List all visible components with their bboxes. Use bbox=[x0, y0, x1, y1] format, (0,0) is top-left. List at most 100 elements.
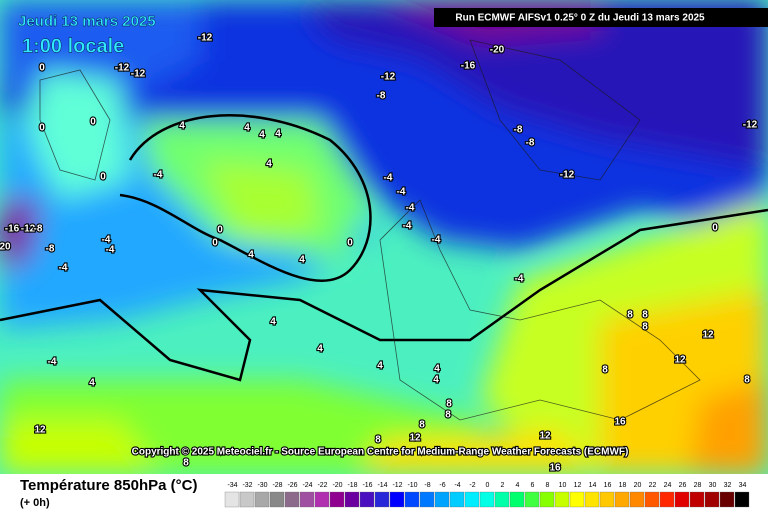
scale-swatch bbox=[224, 491, 240, 508]
scale-swatch bbox=[434, 491, 450, 508]
contour-label: -4 bbox=[403, 221, 412, 232]
contour-label: 16 bbox=[614, 417, 626, 428]
contour-label: 8 bbox=[627, 310, 633, 321]
contour-label: 12 bbox=[409, 433, 421, 444]
scale-swatch bbox=[629, 491, 645, 508]
scale-label: 28 bbox=[694, 482, 702, 489]
scale-label: 2 bbox=[501, 482, 505, 489]
scale-swatch bbox=[449, 491, 465, 508]
scale-label: 0 bbox=[486, 482, 490, 489]
contour-label: 4 bbox=[299, 255, 305, 266]
contour-label: -4 bbox=[432, 235, 441, 246]
scale-swatch bbox=[584, 491, 600, 508]
run-box bbox=[434, 8, 768, 27]
contour-label: 20 bbox=[0, 242, 11, 253]
contour-label: -12 bbox=[198, 33, 213, 44]
scale-label: 16 bbox=[604, 482, 612, 489]
copyright: Copyright © 2025 Meteociel.fr - Source E… bbox=[132, 447, 629, 458]
scale-label: 18 bbox=[619, 482, 627, 489]
contour-label: 4 bbox=[89, 378, 95, 389]
scale-swatch bbox=[389, 491, 405, 508]
contour-label: -4 bbox=[406, 203, 415, 214]
scale-swatch bbox=[269, 491, 285, 508]
contour-label: -12 bbox=[381, 72, 396, 83]
contour-label: -4 bbox=[59, 263, 68, 274]
scale-swatch bbox=[404, 491, 420, 508]
contour-label: 0 bbox=[90, 117, 96, 128]
scale-swatch bbox=[239, 491, 255, 508]
scale-swatch bbox=[509, 491, 525, 508]
contour-label: 4 bbox=[248, 250, 254, 261]
contour-label: -8 bbox=[377, 91, 386, 102]
contour-label: -16 bbox=[5, 224, 20, 235]
scale-label: -6 bbox=[439, 482, 445, 489]
contour-label: 4 bbox=[244, 123, 250, 134]
scale-label: -22 bbox=[317, 482, 327, 489]
contour-label: 8 bbox=[183, 458, 189, 469]
scale-swatch bbox=[539, 491, 555, 508]
map-background bbox=[0, 0, 768, 474]
scale-label: -8 bbox=[424, 482, 430, 489]
scale-label: -24 bbox=[302, 482, 312, 489]
scale-swatch bbox=[659, 491, 675, 508]
contour-label: 4 bbox=[434, 364, 440, 375]
contour-label: 8 bbox=[642, 310, 648, 321]
contour-label: -4 bbox=[154, 170, 163, 181]
scale-label: 24 bbox=[664, 482, 672, 489]
scale-label: 32 bbox=[724, 482, 732, 489]
scale-label: 26 bbox=[679, 482, 687, 489]
scale-label: -18 bbox=[347, 482, 357, 489]
contour-label: 0 bbox=[100, 172, 106, 183]
contour-label: -4 bbox=[102, 235, 111, 246]
contour-label: -4 bbox=[515, 274, 524, 285]
scale-label: 22 bbox=[649, 482, 657, 489]
contour-label: 8 bbox=[602, 365, 608, 376]
contour-label: -8 bbox=[34, 224, 43, 235]
scale-swatch bbox=[719, 491, 735, 508]
scale-label: -20 bbox=[332, 482, 342, 489]
contour-label: 4 bbox=[377, 361, 383, 372]
contour-label: 8 bbox=[445, 410, 451, 421]
scale-label: 10 bbox=[559, 482, 567, 489]
scale-label: -16 bbox=[362, 482, 372, 489]
scale-swatch bbox=[554, 491, 570, 508]
contour-label: 4 bbox=[179, 121, 185, 132]
contour-label: -8 bbox=[526, 138, 535, 149]
contour-label: 0 bbox=[712, 223, 718, 234]
contour-label: 0 bbox=[39, 123, 45, 134]
contour-label: 4 bbox=[317, 344, 323, 355]
contour-label: 0 bbox=[217, 225, 223, 236]
scale-swatch bbox=[344, 491, 360, 508]
scale-label: 30 bbox=[709, 482, 717, 489]
scale-label: -10 bbox=[407, 482, 417, 489]
contour-label: 4 bbox=[433, 375, 439, 386]
color-scale: -34 -32 -30 -28 -26 -24 -22 -20 -18 -16 -14 -12 -10-… bbox=[224, 482, 750, 508]
scale-label: -28 bbox=[272, 482, 282, 489]
contour-label: 8 bbox=[375, 435, 381, 446]
scale-swatch bbox=[479, 491, 495, 508]
scale-swatch bbox=[329, 491, 345, 508]
contour-label: -4 bbox=[106, 245, 115, 256]
scale-swatch bbox=[614, 491, 630, 508]
contour-label: -4 bbox=[397, 187, 406, 198]
contour-label: -12 bbox=[743, 120, 758, 131]
contour-label: 12 bbox=[702, 330, 714, 341]
contour-label: -4 bbox=[384, 173, 393, 184]
scale-swatch bbox=[464, 491, 480, 508]
contour-label: 8 bbox=[446, 399, 452, 410]
scale-label: -34 bbox=[227, 482, 237, 489]
contour-label: 0 bbox=[212, 238, 218, 249]
map-time: 1:00 locale bbox=[22, 35, 124, 57]
scale-label: -32 bbox=[242, 482, 252, 489]
contour-label: 4 bbox=[266, 159, 272, 170]
scale-label: 20 bbox=[634, 482, 642, 489]
contour-label: -20 bbox=[490, 45, 505, 56]
scale-swatch bbox=[734, 491, 750, 508]
scale-label: 12 bbox=[574, 482, 582, 489]
contour-label: 16 bbox=[549, 463, 561, 474]
contour-label: -4 bbox=[48, 357, 57, 368]
scale-label: 8 bbox=[546, 482, 550, 489]
scale-swatch bbox=[569, 491, 585, 508]
